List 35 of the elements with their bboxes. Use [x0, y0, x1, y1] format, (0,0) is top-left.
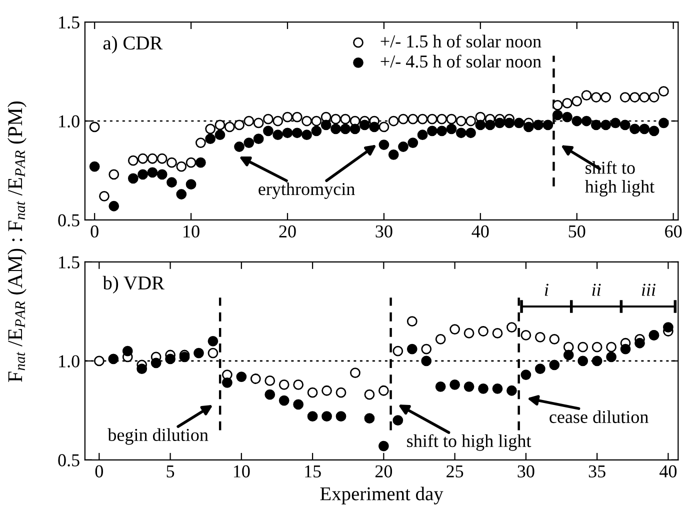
y-tick-label: 1.0	[59, 355, 80, 368]
x-tick-label: 5	[166, 465, 174, 478]
x-tick-label: 0	[95, 465, 103, 478]
y-tick-label: 1.5	[59, 16, 80, 29]
x-tick-label: 15	[305, 465, 321, 478]
annotation: iii	[642, 284, 656, 296]
x-tick-label: 60	[665, 225, 682, 238]
y-tick-label: 0.5	[58, 214, 80, 226]
x-tick-label: 0	[90, 225, 98, 238]
annotation: erythromycin	[258, 182, 355, 199]
legend-label: +/- 4.5 h of solar noon	[380, 54, 542, 68]
annotation: shift to high light	[407, 434, 532, 451]
x-tick-label: 20	[279, 225, 296, 238]
annotation: i	[544, 284, 548, 296]
x-tick-label: 25	[446, 465, 464, 478]
x-axis-title: Experiment day	[320, 486, 444, 504]
text: a) CDR	[103, 36, 163, 54]
y-tick-label: 1.5	[59, 256, 80, 268]
x-tick-label: 40	[472, 225, 489, 238]
y-tick-label: 1.0	[59, 115, 80, 128]
y-tick-label: 0.5	[58, 454, 80, 466]
x-tick-label: 35	[588, 465, 606, 478]
x-tick-label: 10	[184, 225, 200, 238]
x-tick-label: 30	[376, 225, 392, 238]
annotation: cease dilution	[550, 410, 648, 424]
text: b) VDR	[102, 276, 164, 294]
legend-label: +/- 1.5 h of solar noon	[380, 34, 542, 48]
x-tick-label: 10	[234, 465, 250, 478]
annotation: begin dilution	[108, 428, 208, 445]
x-tick-label: 30	[518, 465, 534, 478]
x-tick-label: 40	[660, 465, 677, 478]
annotation: ii	[592, 284, 601, 296]
text: F$_{nat}$ /E$_{PAR}$ (AM) : F$_{nat}$ /E$_{PAR}$ (PM)	[8, 101, 26, 382]
x-tick-label: 20	[375, 465, 392, 478]
x-tick-label: 50	[568, 225, 586, 238]
